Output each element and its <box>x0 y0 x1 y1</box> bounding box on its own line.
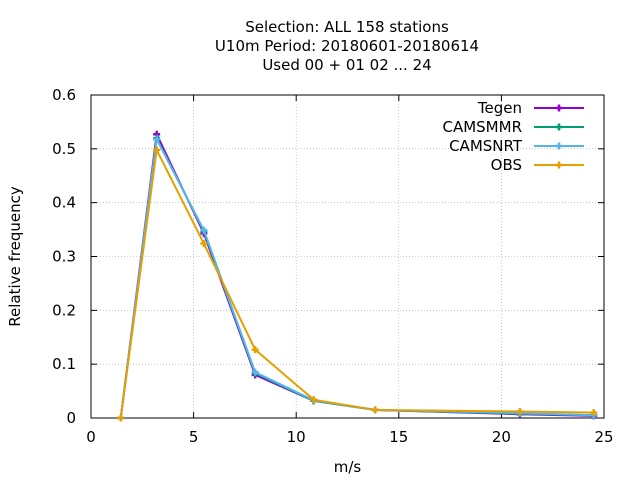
series-line <box>119 130 594 419</box>
legend-label: CAMSNRT <box>449 137 523 155</box>
y-tick-label: 0.4 <box>52 194 76 212</box>
data-point <box>251 346 259 354</box>
legend-item-obs: OBS <box>491 156 584 174</box>
y-tick-label: 0 <box>66 409 76 427</box>
data-point <box>117 414 125 422</box>
legend-item-camsnrt: CAMSNRT <box>449 137 584 155</box>
series-camsmmr <box>117 134 598 422</box>
legend-marker <box>555 104 563 112</box>
series-line <box>119 134 594 419</box>
legend-marker <box>555 142 563 150</box>
data-point <box>251 368 259 376</box>
grid <box>91 95 604 418</box>
series <box>117 130 598 422</box>
data-point <box>153 135 161 143</box>
data-point <box>200 240 208 248</box>
x-tick-label: 25 <box>594 428 613 446</box>
series-camsnrt <box>117 135 598 422</box>
series-tegen <box>117 130 598 422</box>
y-tick-label: 0.6 <box>52 86 76 104</box>
data-point <box>590 409 598 417</box>
x-axis-label: m/s <box>334 458 362 476</box>
x-tick-label: 10 <box>287 428 306 446</box>
data-point <box>200 226 208 234</box>
x-tick-label: 5 <box>189 428 199 446</box>
legend-item-camsmmr: CAMSMMR <box>442 118 584 136</box>
legend-label: Tegen <box>477 99 522 117</box>
series-line <box>119 146 594 419</box>
series-line <box>119 135 594 419</box>
title-line-2: U10m Period: 20180601-20180614 <box>215 37 479 55</box>
data-point <box>310 396 318 404</box>
legend-label: CAMSMMR <box>442 118 522 136</box>
y-tick-label: 0.5 <box>52 140 76 158</box>
legend-label: OBS <box>491 156 522 174</box>
y-tick-label: 0.1 <box>52 355 76 373</box>
x-tick-label: 15 <box>389 428 408 446</box>
y-axis-label: Relative frequency <box>6 186 24 327</box>
legend-marker <box>555 161 563 169</box>
series-obs <box>117 146 598 422</box>
plot-frame <box>90 94 605 419</box>
title-line-1: Selection: ALL 158 stations <box>245 18 449 36</box>
y-tick-label: 0.3 <box>52 248 76 266</box>
x-tick-label: 20 <box>492 428 511 446</box>
data-point <box>371 406 379 414</box>
data-point <box>153 146 161 154</box>
x-tick-label: 0 <box>86 428 96 446</box>
axis-ticks: 0 5 10 15 20 25 0 0.1 0.2 0.3 0.4 0.5 0.6 <box>52 86 613 446</box>
y-tick-label: 0.2 <box>52 301 76 319</box>
data-point <box>516 408 524 416</box>
title-line-3: Used 00 + 01 02 ... 24 <box>262 56 431 74</box>
legend-marker <box>555 123 563 131</box>
legend-item-tegen: Tegen <box>477 99 584 117</box>
